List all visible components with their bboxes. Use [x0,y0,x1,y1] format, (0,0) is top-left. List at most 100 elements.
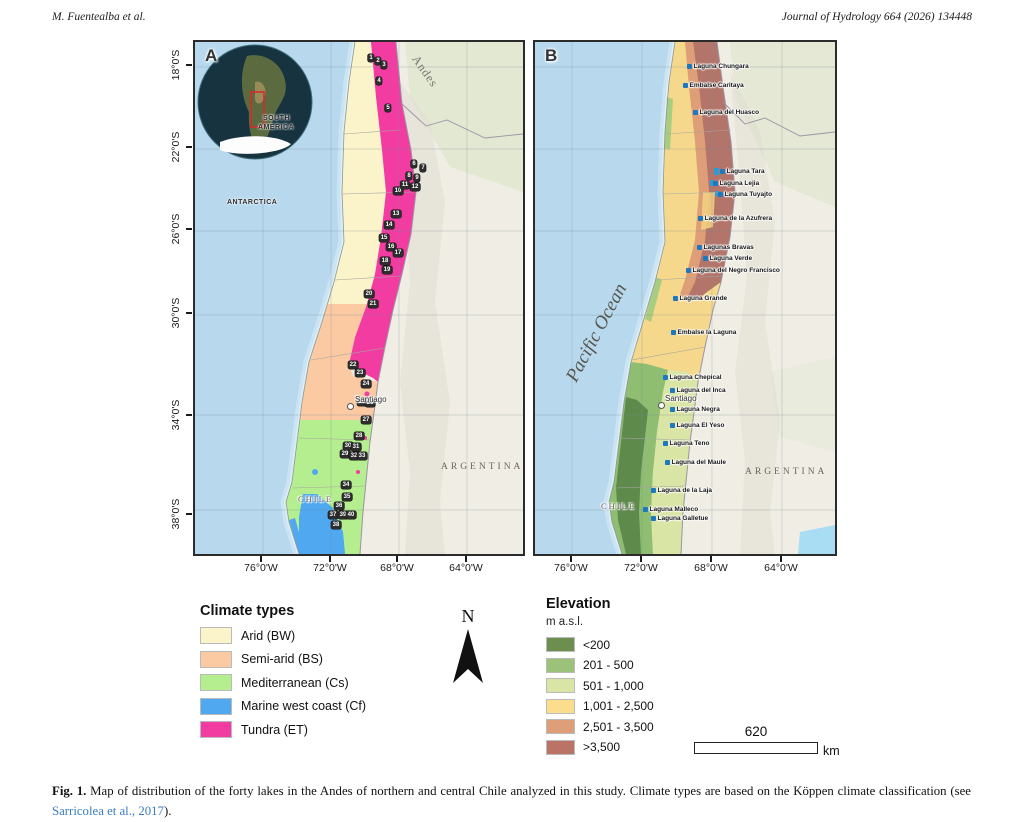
lake-number-marker: 22 [348,361,358,369]
altiplano-basin [701,192,715,230]
lake-dot [663,440,668,447]
lake-number-marker: 28 [354,432,364,440]
lake-number-marker: 23 [355,369,365,377]
lake-number-marker: 39 [338,511,348,519]
legend-swatch [546,739,575,755]
journal-header: Journal of Hydrology 664 (2026) 134448 [781,11,972,23]
legend-swatch [546,637,575,652]
lake-dot [713,180,718,187]
legend-label: 501 - 1,000 [583,678,644,693]
argentina-label: ARGENTINA [745,467,828,477]
lake-label: Laguna Teno [663,440,709,447]
lake-dot [693,109,698,116]
climate-tundra-region [349,42,416,382]
legend-label: 1,001 - 2,500 [583,699,654,713]
lake-label: Laguna del Huasco [693,109,759,116]
region-boundary [292,485,366,489]
lake-label: Laguna Grande [673,295,727,302]
legend-label: Semi-arid (BS) [241,652,323,666]
lake-dot [651,487,656,494]
inset-label-america: AMERICA [258,124,295,131]
axis-tick [465,556,467,562]
lake-number-marker: 7 [419,164,427,172]
elevation-legend-items: <200 201 - 500 501 - 1,000 1,001 - 2,500… [546,637,654,755]
tundra-speck [363,436,367,440]
argentina-border [680,42,736,554]
lake-dot [720,168,725,175]
tundra-speck [356,470,360,474]
legend-label: Marine west coast (Cf) [241,699,367,713]
lake-number-marker: 33 [357,452,367,460]
climate-marine-region [299,494,345,554]
axis-tick [186,228,192,230]
legend-label: <200 [583,637,611,652]
lake-number-marker: 16 [386,243,396,251]
lat-label: 30°0'S [170,297,182,329]
axis-tick [260,556,262,562]
axis-tick [570,556,572,562]
lake-number-marker: 8 [405,172,413,180]
elevation-map-svg [535,42,835,554]
legend-item: Mediterranean (Cs) [200,674,366,691]
axis-tick [186,513,192,515]
legend-swatch [200,674,232,691]
lake-label: Laguna Negra [670,406,720,413]
legend-item: >3,500 [546,739,654,755]
caption-fig-number: Fig. 1. [52,783,87,798]
lake-dot [683,82,688,89]
lake-number-marker: 31 [351,443,361,451]
map-panel-b: B Pacific Ocean ARGENTINA CHILE Santiago… [533,40,837,556]
axis-tick [329,556,331,562]
santiago-dot [347,403,354,410]
legend-swatch [200,627,232,644]
axis-tick [396,556,398,562]
bolivia-border [401,103,523,139]
region-boundary [343,129,401,135]
axis-tick [186,312,192,314]
lake-label: Laguna de la Azufrera [698,215,772,222]
climate-arid-region [328,42,386,304]
lake-number-marker: 4 [375,77,383,85]
lake-dot [697,244,702,251]
scale-bar: 620 km [694,724,840,758]
argentina-label: ARGENTINA [441,462,524,472]
bolivia-border [722,101,835,137]
lake-label: Laguna Malleco [643,506,698,513]
land-vegetation-tint-ne [730,42,835,207]
santiago-label: Santiago [665,394,697,403]
lake-number-marker: 13 [391,210,401,218]
lake-number-marker: 1 [367,54,375,62]
lake-lejia-water [710,180,714,186]
lat-label: 18°0'S [170,49,182,81]
elev-under-200-region [616,397,648,554]
tundra-speck [364,391,370,397]
coastal-green-mid [645,277,662,322]
lake-tuyajto-water [715,191,719,196]
coastal-green-north [664,97,673,150]
lake-dot [687,63,692,70]
water-patch-se [798,525,835,554]
legend-swatch [200,697,232,715]
lake-number-marker: 6 [410,160,418,168]
caption-reference-link[interactable]: Sarricolea et al., 2017 [52,804,164,819]
lake-dot [703,255,708,262]
legend-label: 201 - 500 [583,658,634,672]
argentina-border [359,42,417,554]
lake-dot [686,267,691,274]
region-boundary [310,347,386,361]
lake-number-marker: 15 [379,234,389,242]
lake-number-marker: 27 [361,416,371,424]
lake-label: Embalse Caritaya [683,82,744,89]
legend-label: >3,500 [583,740,621,754]
legend-swatch [200,650,232,668]
legend-swatch [546,719,575,734]
lake-number-marker: 38 [331,521,341,529]
lake-number-marker: 5 [384,104,392,112]
north-label: N [461,606,475,626]
climate-legend-title: Climate types [200,603,295,619]
lake-dot [665,459,670,466]
climate-semiarid-region [300,282,378,420]
legend-item: Semi-arid (BS) [200,650,366,668]
lake-number-marker: 25 [357,398,367,406]
caption-text: Map of distribution of the forty lakes i… [86,783,971,798]
